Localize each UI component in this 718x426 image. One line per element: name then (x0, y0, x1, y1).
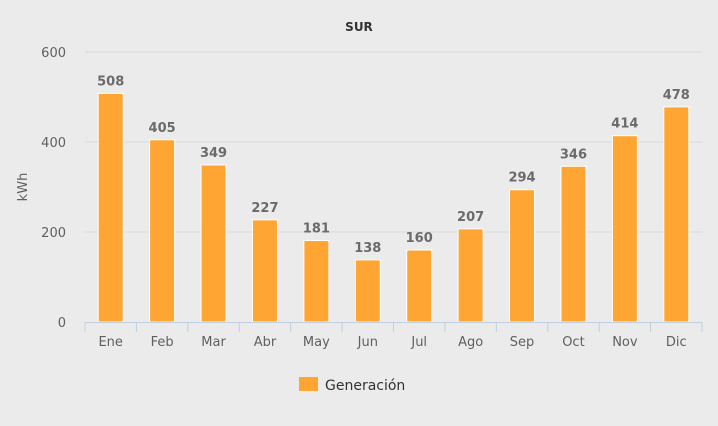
x-tick-label: Jun (357, 335, 378, 350)
y-tick-label: 0 (58, 316, 66, 331)
x-tick-label: Ene (98, 335, 122, 350)
legend-label: Generación (325, 378, 405, 394)
data-label: 160 (406, 231, 433, 246)
bar-feb[interactable] (149, 139, 176, 323)
y-tick-label: 600 (41, 46, 66, 61)
data-label: 227 (251, 201, 278, 216)
bar-ago[interactable] (457, 228, 484, 323)
bar-may[interactable] (303, 240, 330, 323)
x-tick-label: Mar (201, 335, 226, 350)
chart-title: SUR (345, 20, 373, 34)
data-label: 294 (508, 171, 535, 186)
data-label: 349 (200, 146, 227, 161)
data-label: 181 (303, 222, 330, 237)
bar-sep[interactable] (509, 189, 536, 323)
y-tick-label: 400 (41, 136, 66, 151)
data-label: 478 (663, 88, 690, 103)
legend-swatch (299, 377, 318, 391)
x-tick-label: Sep (510, 335, 535, 350)
x-tick-label: Ago (458, 335, 483, 350)
y-axis-label: kWh (16, 173, 31, 202)
data-label: 508 (97, 74, 124, 89)
y-tick-label: 200 (41, 226, 66, 241)
data-label: 405 (149, 121, 176, 136)
bar-abr[interactable] (251, 219, 278, 323)
bar-ene[interactable] (97, 92, 124, 323)
x-tick-label: Nov (612, 335, 638, 350)
data-label: 138 (354, 241, 381, 256)
data-label: 346 (560, 147, 587, 162)
bar-dic[interactable] (663, 106, 690, 323)
bar-mar[interactable] (200, 164, 227, 323)
x-tick-label: Jul (410, 335, 427, 350)
data-label: 207 (457, 210, 484, 225)
bar-jul[interactable] (406, 249, 433, 323)
x-tick-label: Abr (254, 335, 277, 350)
bar-oct[interactable] (560, 165, 587, 323)
x-tick-label: Feb (151, 335, 174, 350)
legend[interactable]: Generación (299, 377, 405, 394)
bar-nov[interactable] (611, 135, 638, 323)
x-tick-label: Dic (666, 335, 687, 350)
x-tick-label: Oct (562, 335, 584, 350)
data-label: 414 (611, 117, 638, 132)
bar-jun[interactable] (354, 259, 381, 323)
x-tick-label: May (303, 335, 330, 350)
